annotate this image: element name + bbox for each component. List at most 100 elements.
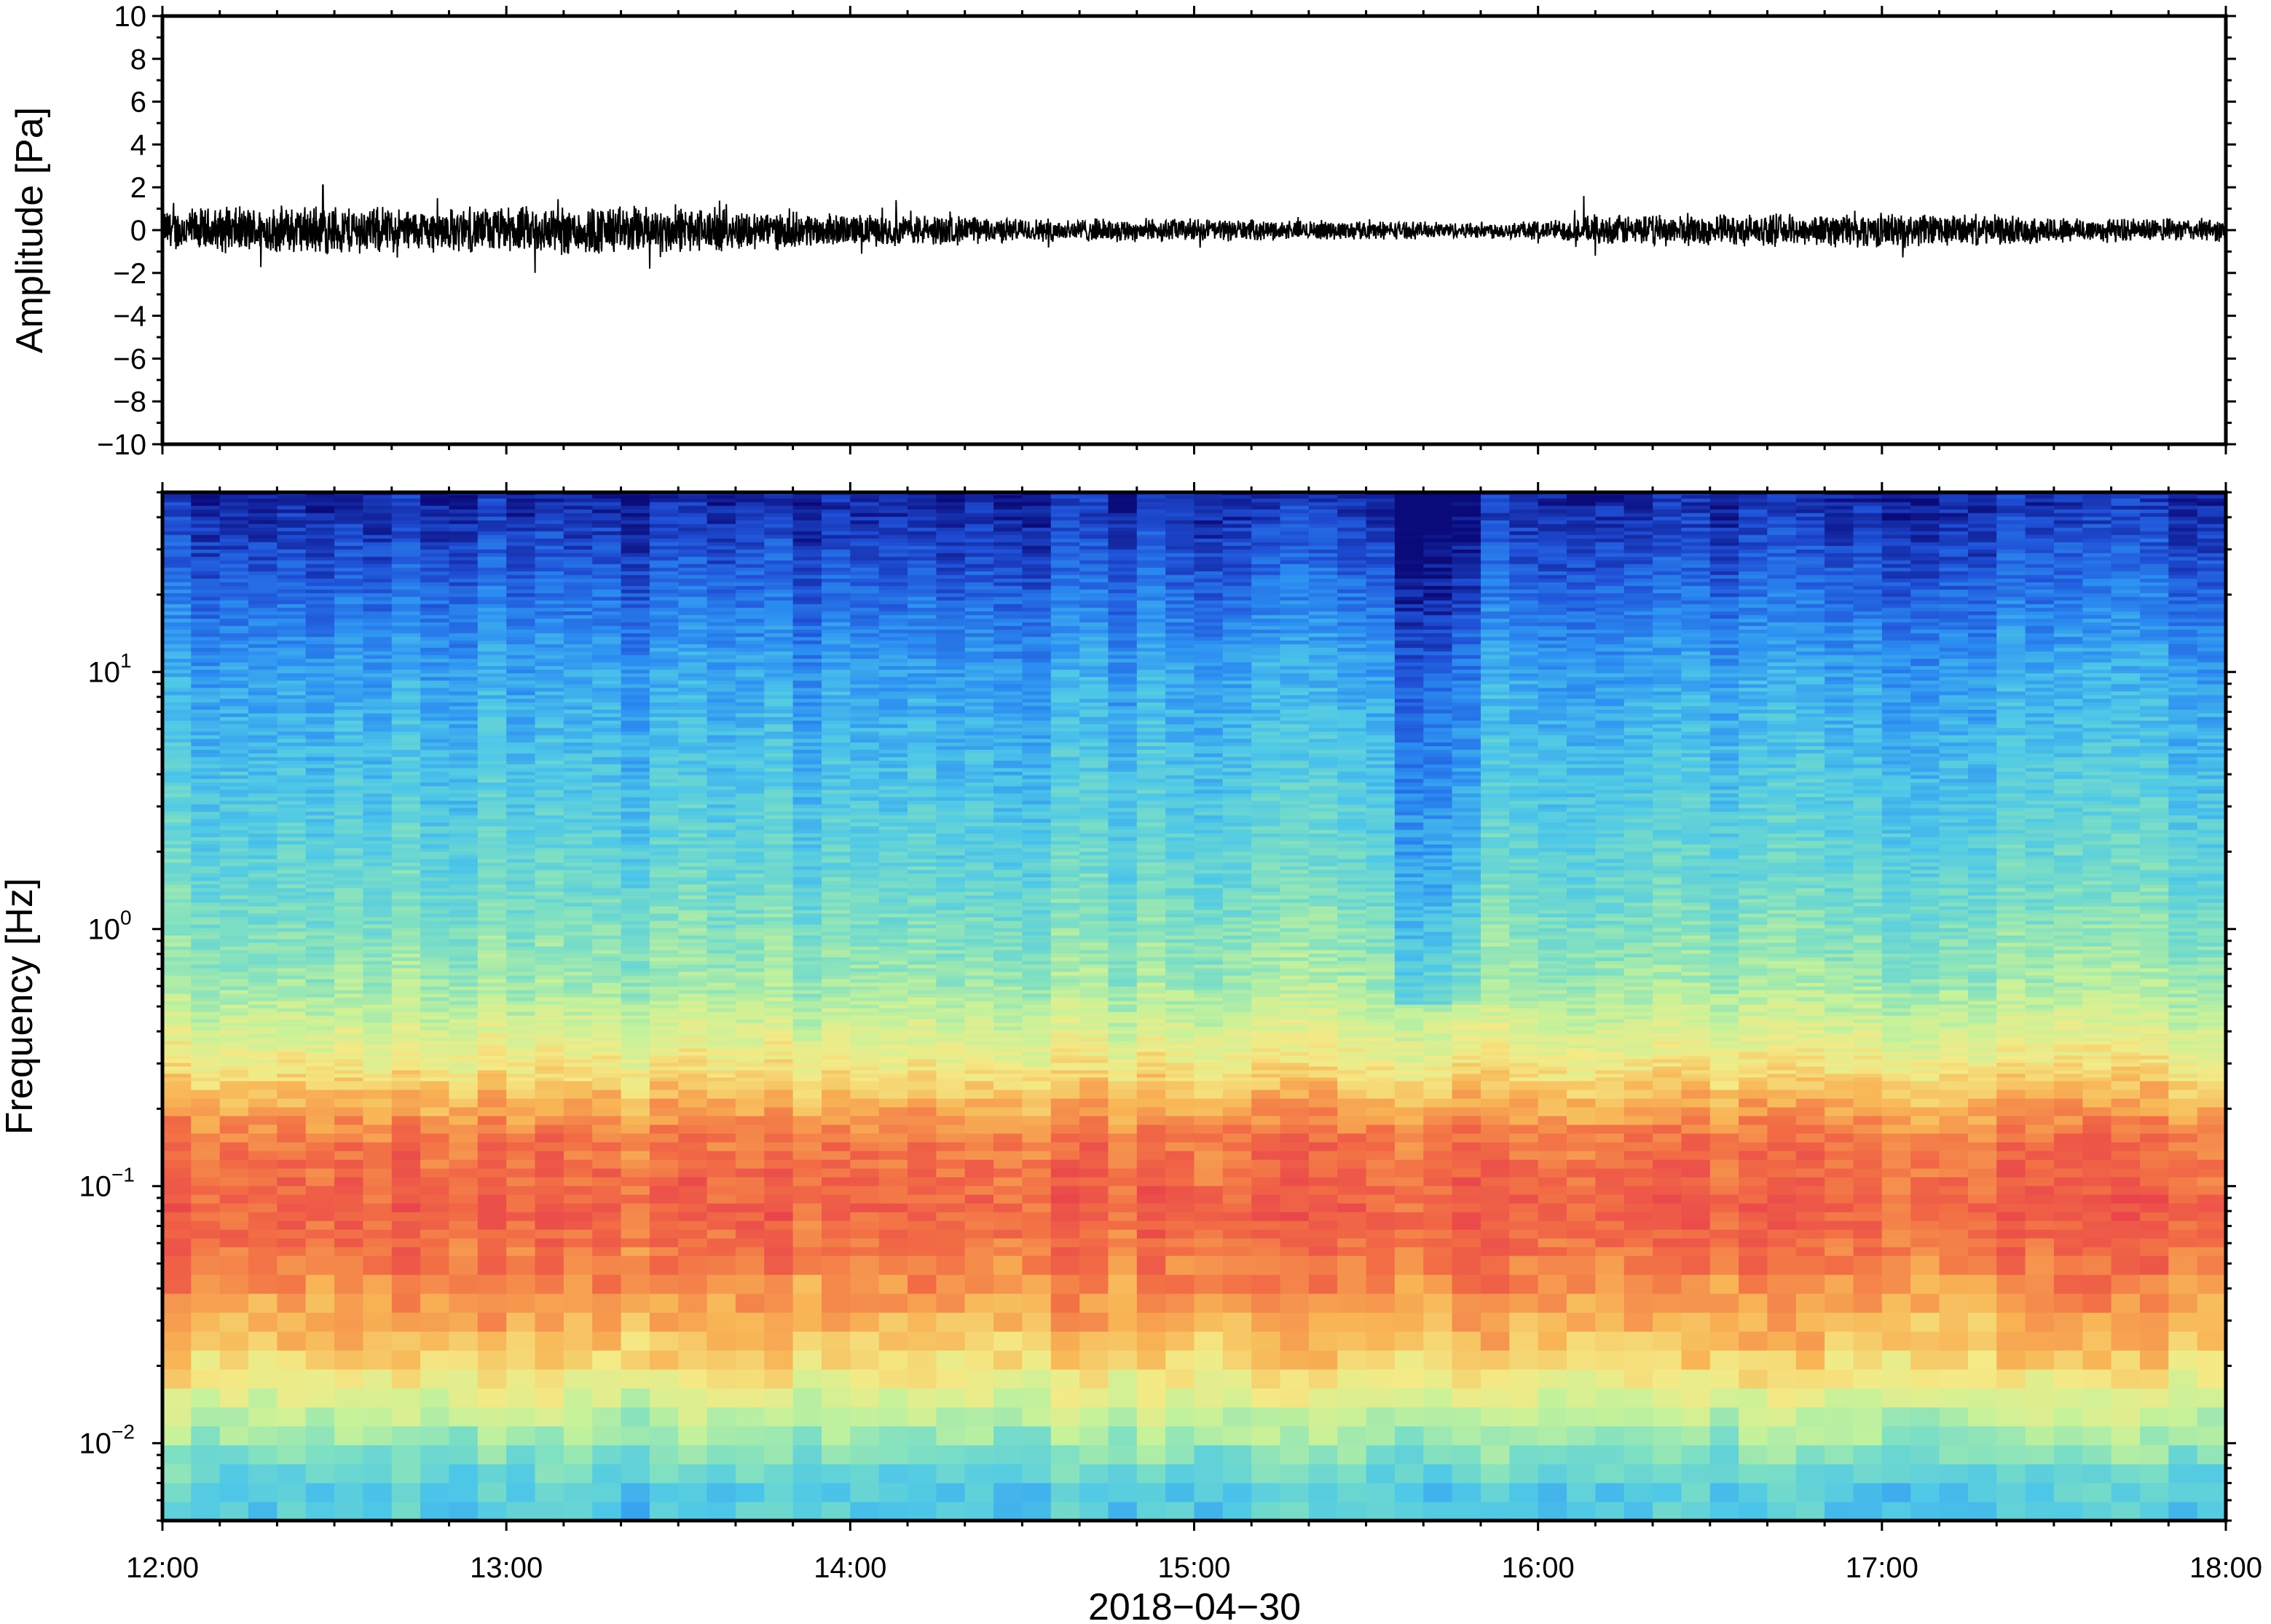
spectrogram-cell <box>850 731 880 736</box>
spectrogram-cell <box>764 1089 794 1099</box>
spectrogram-cell <box>707 596 736 601</box>
spectrogram-cell <box>219 935 249 939</box>
spectrogram-cell <box>449 946 479 950</box>
spectrogram-cell <box>363 957 393 961</box>
spectrogram-cell <box>535 804 564 808</box>
spectrogram-cell <box>649 498 679 502</box>
spectrogram-cell <box>277 1274 307 1294</box>
spectrogram-cell <box>162 713 192 717</box>
spectrogram-cell <box>334 669 364 674</box>
spectrogram-cell <box>563 782 593 787</box>
spectrogram-cell <box>277 600 307 604</box>
spectrogram-cell <box>449 626 479 630</box>
spectrogram-cell <box>621 567 650 572</box>
spectrogram-cell <box>391 924 421 929</box>
spectrogram-cell <box>535 677 564 681</box>
spectrogram-cell <box>391 1037 421 1041</box>
spectrogram-cell <box>391 971 421 976</box>
spectrogram-cell <box>592 738 622 743</box>
spectrogram-cell <box>477 680 507 685</box>
spectrogram-cell <box>735 553 765 557</box>
spectrogram-cell <box>191 1098 221 1108</box>
spectrogram-cell <box>277 618 307 623</box>
spectrogram-cell <box>764 906 794 910</box>
spectrogram-cell <box>219 1151 249 1160</box>
spectrogram-cell <box>162 502 192 506</box>
spectrogram-cell <box>449 859 479 863</box>
spectrogram-cell <box>391 1015 421 1020</box>
spectrogram-cell <box>792 829 822 834</box>
spectrogram-cell <box>191 553 221 557</box>
spectrogram-cell <box>678 880 708 885</box>
spectrogram-cell <box>792 728 822 732</box>
spectrogram-cell <box>449 786 479 790</box>
spectrogram-cell <box>678 615 708 619</box>
spectrogram-cell <box>822 1041 851 1045</box>
spectrogram-cell <box>477 724 507 728</box>
spectrogram-cell <box>506 531 536 535</box>
spectrogram-cell <box>219 779 249 783</box>
spectrogram-cell <box>792 1124 822 1134</box>
spectrogram-cell <box>277 542 307 546</box>
spectrogram-cell <box>305 997 335 1001</box>
spectrogram-cell <box>420 575 450 579</box>
spectrogram-cell <box>649 935 679 939</box>
spectrogram-cell <box>764 1098 794 1108</box>
spectrogram-cell <box>305 961 335 965</box>
spectrogram-cell <box>305 982 335 987</box>
spectrogram-cell <box>592 596 622 601</box>
spectrogram-cell <box>535 749 564 754</box>
spectrogram-cell <box>850 1293 880 1313</box>
spectrogram-cell <box>334 687 364 692</box>
spectrogram-cell <box>248 720 278 725</box>
spectrogram-cell <box>822 1059 851 1063</box>
spectrogram-cell <box>621 651 650 655</box>
spectrogram-cell <box>649 859 679 863</box>
spectrogram-cell <box>878 1055 908 1060</box>
spectrogram-cell <box>334 582 364 586</box>
spectrogram-cell <box>535 1168 564 1178</box>
spectrogram-cell <box>764 535 794 539</box>
spectrogram-cell <box>621 560 650 564</box>
spectrogram-cell <box>449 1388 479 1408</box>
spectrogram-cell <box>449 939 479 943</box>
spectrogram-cell <box>592 586 622 590</box>
spectrogram-cell <box>363 684 393 688</box>
spectrogram-cell <box>449 593 479 597</box>
spectrogram-cell <box>707 833 736 837</box>
spectrogram-cell <box>649 964 679 969</box>
spectrogram-cell <box>707 513 736 517</box>
spectrogram-cell <box>563 1168 593 1178</box>
spectrogram-cell <box>277 1116 307 1125</box>
spectrogram-cell <box>707 1483 736 1502</box>
spectrogram-cell <box>850 913 880 918</box>
spectrogram-cell <box>477 538 507 543</box>
spectrogram-cell <box>649 1483 679 1502</box>
spectrogram-cell <box>363 931 393 936</box>
spectrogram-cell <box>248 600 278 604</box>
spectrogram-cell <box>449 924 479 929</box>
spectrogram-cell <box>822 626 851 630</box>
spectrogram-cell <box>850 706 880 710</box>
spectrogram-cell <box>621 746 650 750</box>
spectrogram-cell <box>649 1168 679 1178</box>
spectrogram-cell <box>707 1041 736 1045</box>
spectrogram-cell <box>277 848 307 852</box>
spectrogram-cell <box>277 749 307 754</box>
spectrogram-cell <box>707 698 736 703</box>
spectrogram-cell <box>764 728 794 732</box>
spectrogram-cell <box>535 691 564 695</box>
spectrogram-cell <box>162 786 192 790</box>
spectrogram-cell <box>535 1212 564 1221</box>
spectrogram-cell <box>477 1012 507 1016</box>
spectrogram-cell <box>248 1177 278 1186</box>
spectrogram-cell <box>621 946 650 950</box>
spectrogram-cell <box>248 1445 278 1465</box>
spectrogram-cell <box>792 771 822 776</box>
spectrogram-cell <box>420 819 450 823</box>
spectrogram-cell <box>248 1247 278 1256</box>
spectrogram-cell <box>162 1001 192 1005</box>
spectrogram-cell <box>277 855 307 859</box>
spectrogram-cell <box>391 1055 421 1060</box>
spectrogram-cell <box>649 1133 679 1143</box>
